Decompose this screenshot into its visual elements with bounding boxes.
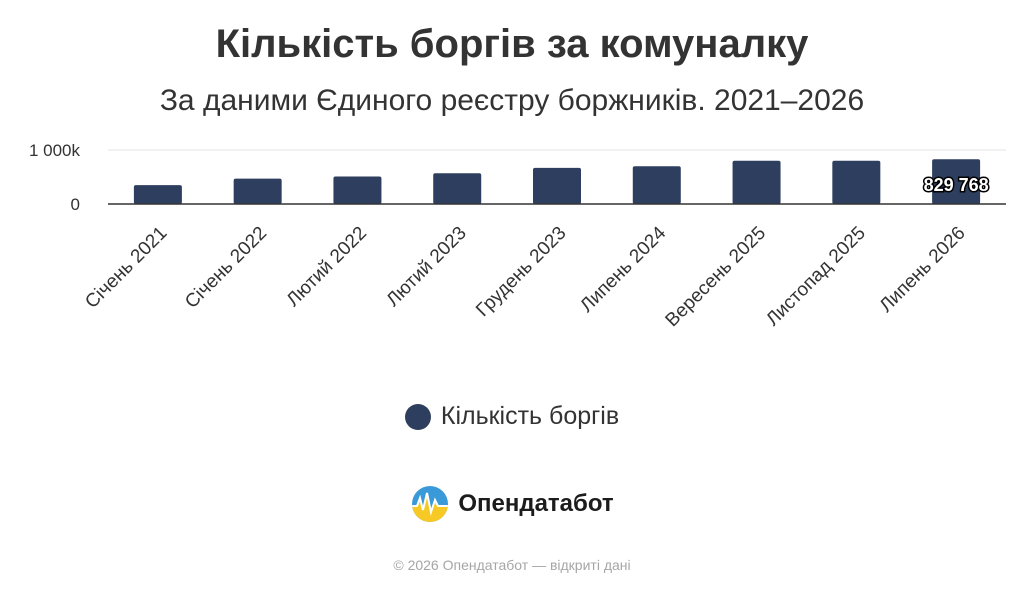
bar-1: [233, 178, 282, 204]
bar-4: [533, 167, 581, 204]
brand-name: Опендатабот: [458, 490, 614, 517]
x-tick-label-4: Грудень 2023: [472, 223, 570, 321]
x-tick-label-0: Січень 2021: [81, 223, 171, 313]
bar-8: [932, 159, 981, 204]
chart-title: Кількість боргів за комуналку: [215, 22, 809, 66]
x-tick-label-6: Вересень 2025: [662, 223, 770, 331]
legend[interactable]: Кількість боргів: [0, 402, 1024, 431]
x-tick-label-1: Січень 2022: [181, 223, 271, 313]
bar-5: [632, 166, 681, 204]
data-label-0: 829 768: [924, 175, 989, 195]
bar-7: [832, 160, 881, 204]
x-tick-label-3: Лютий 2023: [383, 223, 471, 311]
y-tick-label-0: 0: [71, 195, 80, 214]
x-tick-label-5: Липень 2024: [576, 222, 670, 316]
bar-3: [433, 173, 482, 204]
footer-credit: © 2026 Опендатабот — відкриті дані: [393, 557, 631, 573]
x-tick-label-2: Лютий 2022: [283, 223, 371, 311]
x-tick-label-7: Листопад 2025: [762, 223, 870, 331]
legend-marker: [404, 403, 431, 430]
brand: Опендатабот: [0, 484, 1024, 524]
y-tick-label-1: 1 000k: [29, 141, 81, 160]
bar-0: [133, 185, 182, 204]
x-tick-label-8: Липень 2026: [876, 223, 970, 317]
chart-subtitle: За даними Єдиного реєстру боржників. 202…: [159, 84, 865, 117]
bar-2: [333, 176, 382, 204]
legend-label: Кількість боргів: [440, 402, 620, 430]
opendatabot-logo-icon: [412, 486, 449, 522]
bar-6: [732, 160, 781, 204]
